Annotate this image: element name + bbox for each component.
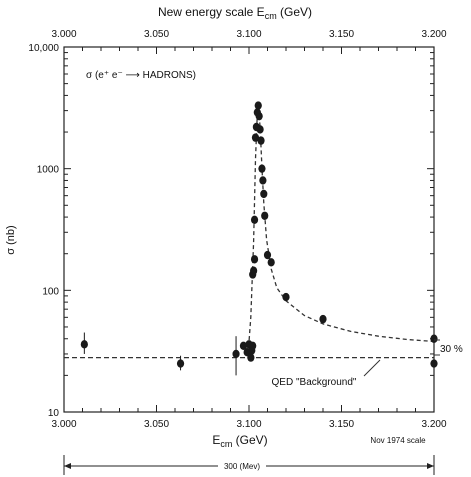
- data-point: [247, 353, 255, 362]
- data-points: [80, 101, 438, 376]
- data-point: [260, 189, 268, 199]
- top-axis-title-sub: cm: [265, 11, 277, 21]
- x-axis-ticks: 3.000 3.050 3.100 3.150 3.200: [51, 47, 447, 430]
- x-tick-label: 3.100: [236, 419, 261, 430]
- top-tick-label: 3.000: [51, 29, 76, 40]
- data-point: [319, 314, 327, 324]
- top-axis-title-unit: (GeV): [277, 5, 312, 19]
- x-axis-label-sub: cm: [220, 439, 232, 449]
- data-point: [80, 340, 88, 349]
- data-point: [430, 359, 438, 368]
- x-axis-label: Ecm (GeV): [212, 433, 267, 449]
- data-point: [232, 349, 240, 359]
- data-point: [282, 292, 290, 302]
- x-tick-label: 3.150: [329, 419, 354, 430]
- data-point: [250, 266, 258, 275]
- range-arrow-right-head: [427, 463, 434, 469]
- top-tick-label: 3.100: [236, 29, 261, 40]
- top-tick-label: 3.050: [144, 29, 169, 40]
- data-point: [249, 341, 257, 351]
- data-point: [239, 341, 248, 351]
- y-tick-label: 10,000: [28, 43, 59, 54]
- process-label: σ (e⁺ e⁻ ⟶ HADRONS): [86, 70, 196, 81]
- data-point: [261, 211, 269, 220]
- background-label-leader: [363, 359, 381, 377]
- x-tick-label: 3.200: [421, 419, 446, 430]
- percent-label: 30 %: [440, 344, 463, 355]
- range-label: 300 (Mev): [224, 462, 260, 471]
- data-point: [430, 334, 438, 343]
- y-tick-label: 1000: [37, 165, 60, 176]
- data-point: [258, 164, 266, 173]
- top-tick-label: 3.150: [329, 29, 354, 40]
- data-point: [176, 359, 185, 368]
- x-tick-label: 3.000: [51, 419, 76, 430]
- range-arrow-left-head: [64, 463, 71, 469]
- background-label: QED "Background": [272, 377, 357, 388]
- top-axis-title-main: New energy scale E: [158, 5, 265, 19]
- data-point: [263, 250, 272, 260]
- y-tick-label: 100: [42, 286, 59, 297]
- x-axis-label-main: E: [212, 433, 220, 447]
- data-point: [257, 136, 265, 145]
- x-axis-label-unit: (GeV): [232, 433, 267, 447]
- scale-note: Nov 1974 scale: [370, 436, 426, 445]
- data-point: [255, 111, 263, 121]
- fit-curve: [247, 108, 435, 355]
- data-point: [250, 215, 259, 224]
- top-tick-label: 3.200: [421, 29, 446, 40]
- y-axis-label: σ (nb): [5, 225, 17, 254]
- y-tick-label: 10: [48, 408, 60, 419]
- data-point: [256, 125, 264, 134]
- data-point: [267, 258, 275, 267]
- data-point: [254, 101, 262, 110]
- top-axis-title: New energy scale Ecm (GeV): [158, 5, 312, 21]
- data-point: [250, 255, 259, 264]
- data-point: [251, 133, 260, 142]
- range-label-backdrop: [218, 460, 266, 472]
- data-point: [259, 176, 267, 185]
- y-axis-ticks: 10 100 1000 10,000: [28, 43, 434, 419]
- top-tick-labels: 3.000 3.050 3.100 3.150 3.200: [51, 29, 446, 40]
- x-tick-label: 3.050: [144, 419, 169, 430]
